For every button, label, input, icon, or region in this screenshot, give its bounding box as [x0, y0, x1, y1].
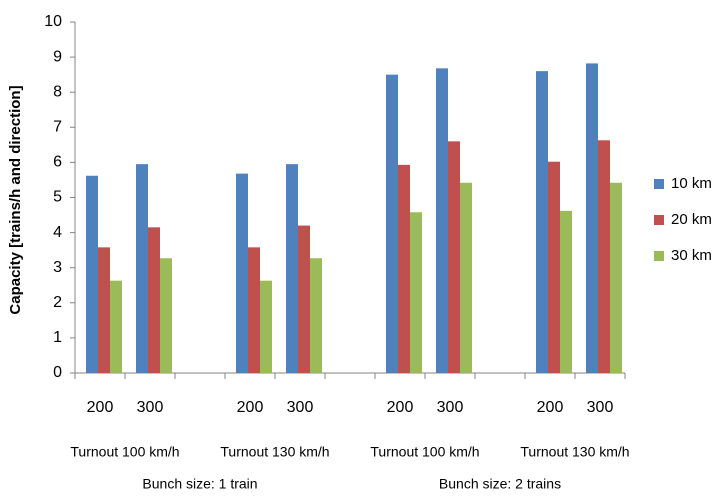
- bar: [298, 225, 310, 373]
- group-label: Bunch size: 1 train: [142, 476, 257, 492]
- y-tick-label: 10: [44, 13, 62, 30]
- bar: [436, 68, 448, 373]
- bar: [286, 164, 298, 373]
- bar: [136, 164, 148, 373]
- subgroup-label: Turnout 130 km/h: [220, 444, 329, 460]
- x-tick-label: 200: [87, 399, 114, 416]
- y-tick-label: 4: [53, 224, 62, 241]
- y-axis-title: Capacity [trains/h and direction]: [7, 85, 24, 314]
- y-tick-label: 2: [53, 294, 62, 311]
- bar: [448, 141, 460, 373]
- x-tick-label: 300: [137, 399, 164, 416]
- legend-swatch: [654, 215, 664, 225]
- y-tick-label: 8: [53, 83, 62, 100]
- y-tick-label: 6: [53, 154, 62, 171]
- bar: [536, 71, 548, 373]
- bar: [310, 258, 322, 373]
- bar: [260, 280, 272, 373]
- x-tick-label: 300: [287, 399, 314, 416]
- y-tick-label: 5: [53, 189, 62, 206]
- bar: [398, 164, 410, 373]
- y-tick-label: 9: [53, 48, 62, 65]
- subgroup-label: Turnout 130 km/h: [520, 444, 629, 460]
- x-tick-label: 300: [437, 399, 464, 416]
- bar: [160, 258, 172, 373]
- y-tick-label: 0: [53, 364, 62, 381]
- group-label: Bunch size: 2 trains: [439, 476, 561, 492]
- legend-label: 30 km: [671, 247, 712, 264]
- bar: [410, 212, 422, 373]
- legend-swatch: [654, 251, 664, 261]
- legend-label: 20 km: [671, 211, 712, 228]
- bar: [86, 175, 98, 373]
- y-tick-label: 7: [53, 119, 62, 136]
- x-tick-label: 200: [537, 399, 564, 416]
- x-tick-label: 200: [237, 399, 264, 416]
- subgroup-label: Turnout 100 km/h: [370, 444, 479, 460]
- legend-label: 10 km: [671, 175, 712, 192]
- bar: [386, 74, 398, 374]
- y-tick-label: 3: [53, 259, 62, 276]
- bar: [560, 210, 572, 373]
- bar: [148, 227, 160, 373]
- legend-swatch: [654, 179, 664, 189]
- bar: [548, 161, 560, 373]
- subgroup-label: Turnout 100 km/h: [70, 444, 179, 460]
- bar: [110, 280, 122, 373]
- bar: [598, 140, 610, 373]
- x-tick-label: 300: [587, 399, 614, 416]
- x-tick-label: 200: [387, 399, 414, 416]
- bar: [248, 247, 260, 373]
- y-tick-label: 1: [53, 329, 62, 346]
- bar: [586, 63, 598, 373]
- bar: [98, 247, 110, 373]
- bar: [236, 173, 248, 373]
- bar: [610, 182, 622, 373]
- bar: [460, 182, 472, 373]
